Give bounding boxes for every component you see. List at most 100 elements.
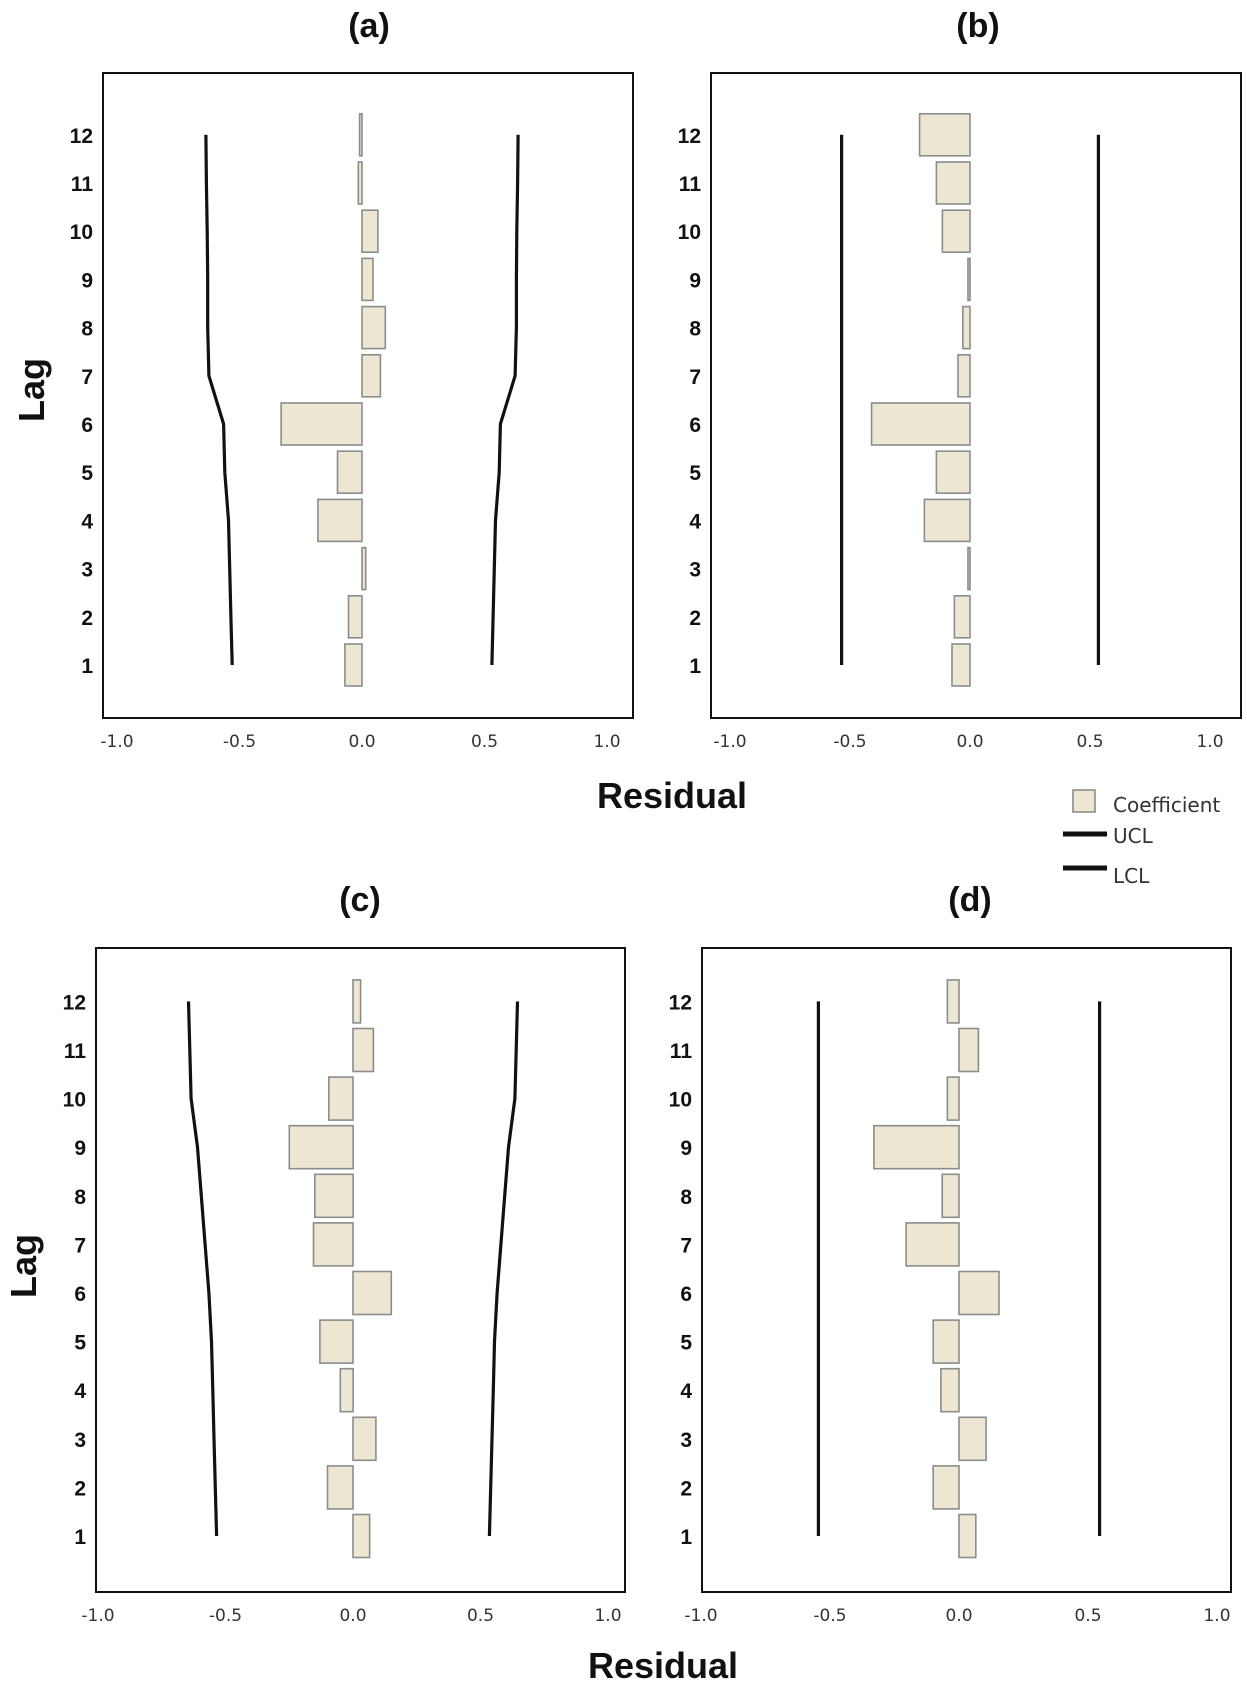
panel-b-ytick-3: 3 (689, 559, 701, 582)
panel-a-ytick-4: 4 (81, 510, 93, 533)
panel-d-frame (701, 947, 1232, 1593)
x-axis-title-bottom: Residual (588, 1645, 738, 1686)
legend-coefficient-label: Coefficient (1113, 793, 1220, 817)
panel-d-xtick-2: 0.0 (945, 1606, 972, 1626)
legend-coefficient-swatch (1072, 789, 1096, 813)
panel-a-bar-lag-8 (361, 305, 387, 350)
panel-c-ytick-3: 3 (74, 1429, 86, 1452)
panel-d-bar-lag-7 (905, 1222, 960, 1267)
panel-c-xtick-1: -0.5 (209, 1606, 242, 1626)
panel-c-ytick-6: 6 (74, 1283, 86, 1306)
panel-b-ytick-1: 1 (689, 655, 701, 678)
panel-a-ytick-12: 12 (70, 125, 93, 148)
panel-a-ytick-3: 3 (81, 559, 93, 582)
panel-a-bar-lag-11 (357, 161, 363, 205)
y-axis-title-top: Lag (11, 358, 52, 422)
panel-b-ytick-8: 8 (689, 318, 701, 341)
panel-a-ytick-6: 6 (81, 414, 93, 437)
panel-a-frame (102, 72, 634, 719)
panel-a-ytick-7: 7 (81, 366, 93, 389)
panel-c-lcl-line (186, 1001, 219, 1537)
panel-a-ytick-5: 5 (81, 462, 93, 485)
panel-d-xtick-0: -1.0 (684, 1606, 717, 1626)
x-axis-title-top: Residual (597, 775, 747, 816)
panel-a-bar-lag-4 (317, 498, 363, 543)
panel-a-ytick-2: 2 (81, 607, 93, 630)
panel-a-bar-lag-12 (358, 113, 363, 157)
panel-a-title: (a) (348, 7, 390, 45)
panel-a-ucl-line (490, 134, 520, 666)
panel-d-xtick-3: 0.5 (1074, 1606, 1101, 1626)
panel-b-xtick-4: 1.0 (1196, 732, 1223, 752)
panel-c-bar-lag-4 (339, 1367, 354, 1413)
panel-a-xtick-1: -0.5 (223, 732, 256, 752)
panel-a-bar-lag-3 (361, 546, 367, 591)
panel-c-ucl-line (487, 1001, 520, 1537)
panel-b-xtick-0: -1.0 (713, 732, 746, 752)
panel-c-title: (c) (339, 881, 381, 919)
panel-d-bar-lag-5 (932, 1319, 960, 1364)
panel-b-bar-lag-12 (918, 113, 971, 157)
panel-c-frame (95, 947, 626, 1593)
panel-c-bar-lag-5 (319, 1319, 354, 1364)
panel-b-bar-lag-11 (935, 161, 971, 205)
panel-b-title: (b) (956, 7, 999, 45)
panel-c-ytick-8: 8 (74, 1186, 86, 1209)
panel-b-ytick-12: 12 (678, 125, 701, 148)
panel-a-ytick-1: 1 (81, 655, 93, 678)
panel-d-bar-lag-1 (958, 1513, 977, 1559)
panel-b-ytick-11: 11 (679, 173, 702, 196)
panel-d-ytick-10: 10 (669, 1089, 692, 1112)
panel-a-ytick-9: 9 (81, 269, 93, 292)
panel-c-xtick-2: 0.0 (339, 1606, 366, 1626)
panel-a-bar-lag-6 (280, 402, 363, 446)
panel-b-ytick-2: 2 (689, 607, 701, 630)
panel-d-xtick-4: 1.0 (1203, 1606, 1230, 1626)
panel-b-bar-lag-5 (935, 450, 971, 495)
panel-d-bar-lag-12 (946, 979, 960, 1024)
panel-b-bar-lag-3 (967, 546, 971, 591)
panel-c-bar-lag-12 (352, 979, 362, 1024)
panel-d-bar-lag-6 (958, 1270, 1000, 1316)
legend: Coefficient UCL LCL (1063, 789, 1220, 888)
panel-b-bar-lag-10 (941, 209, 971, 253)
panel-a-bar-lag-5 (336, 450, 363, 495)
panel-b-ytick-7: 7 (689, 366, 701, 389)
panel-d-bar-lag-4 (940, 1367, 960, 1413)
panel-c-ytick-2: 2 (74, 1477, 86, 1500)
panel-d-title: (d) (948, 881, 991, 919)
panel-c-xtick-4: 1.0 (594, 1606, 621, 1626)
panel-c-ytick-7: 7 (74, 1234, 86, 1257)
panel-d-ytick-3: 3 (680, 1429, 692, 1452)
panel-d-bar-lag-2 (932, 1465, 960, 1510)
panel-b-bar-lag-9 (967, 257, 971, 302)
panel-c-ytick-4: 4 (74, 1380, 86, 1403)
panel-b-xtick-2: 0.0 (956, 732, 983, 752)
panel-b-bar-lag-6 (870, 402, 971, 446)
panel-c-bar-lag-9 (288, 1124, 354, 1170)
panel-a-bar-lag-2 (347, 594, 363, 639)
panel-c-xtick-0: -1.0 (81, 1606, 114, 1626)
panel-a-ytick-11: 11 (71, 173, 94, 196)
panel-b-ytick-4: 4 (689, 510, 701, 533)
panel-b-bar-lag-2 (953, 594, 971, 639)
panel-c-ytick-1: 1 (74, 1526, 86, 1549)
panel-c-xtick-3: 0.5 (467, 1606, 494, 1626)
panel-c-bar-lag-8 (313, 1173, 354, 1219)
panel-b-ytick-9: 9 (689, 269, 701, 292)
panel-b-ytick-5: 5 (689, 462, 701, 485)
panel-b-bar-lag-4 (923, 498, 971, 543)
panel-c-bar-lag-7 (312, 1222, 354, 1267)
panel-d-ytick-6: 6 (680, 1283, 692, 1306)
panel-a-bar-lag-1 (344, 643, 363, 687)
panel-b-xtick-1: -0.5 (833, 732, 866, 752)
panel-a-lcl-line (204, 134, 234, 666)
panel-d-bar-lag-8 (941, 1173, 960, 1219)
panel-c-ytick-10: 10 (63, 1089, 86, 1112)
